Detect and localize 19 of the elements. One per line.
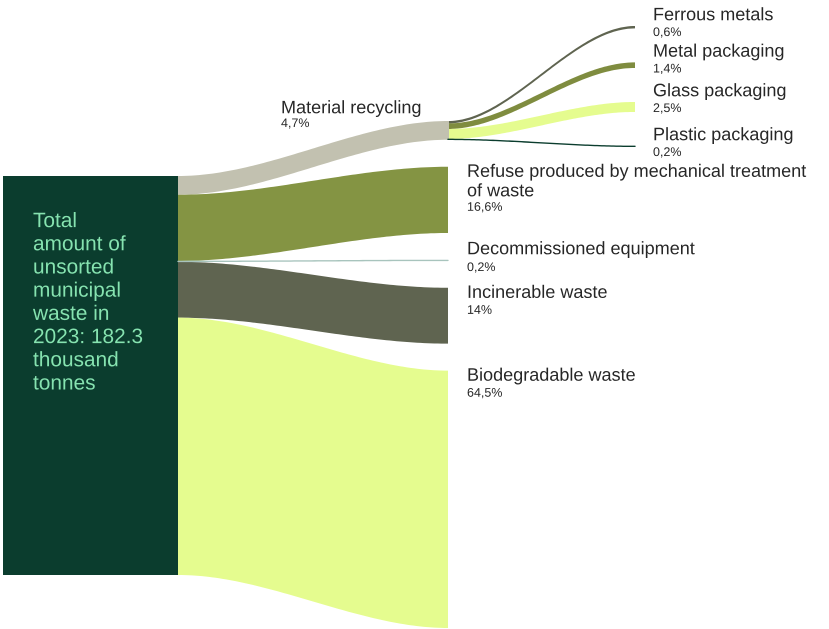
data-label: 2,5% bbox=[654, 103, 682, 114]
category-label: Plastic packaging bbox=[654, 127, 792, 144]
category-label: Decommissioned equipment bbox=[468, 241, 695, 258]
category-label: Incinerable waste bbox=[468, 284, 607, 298]
data-label: 1,4% bbox=[654, 64, 682, 74]
text: Total amount of unsorted municipal waste in 2023: 182.3 thousand tonnes bbox=[32, 212, 142, 390]
data-label: 14% bbox=[468, 305, 492, 314]
data-label: 0,6% bbox=[653, 27, 682, 38]
category-label: Glass packaging bbox=[654, 83, 786, 100]
data-label: 0,2% bbox=[653, 147, 682, 158]
data-label: 64,5% bbox=[468, 388, 502, 398]
category-label: Refuse produced by mechanical treatment of waste bbox=[468, 164, 806, 196]
category-label: Material recycling bbox=[282, 100, 420, 117]
data-label: 4,7% bbox=[281, 118, 310, 129]
category-label: Metal packaging bbox=[654, 44, 784, 60]
category-label: Biodegradable waste bbox=[468, 368, 635, 384]
data-label: 0,2% bbox=[467, 262, 496, 273]
category-label: Ferrous metals bbox=[654, 7, 773, 20]
data-label: 16,6% bbox=[468, 202, 502, 212]
